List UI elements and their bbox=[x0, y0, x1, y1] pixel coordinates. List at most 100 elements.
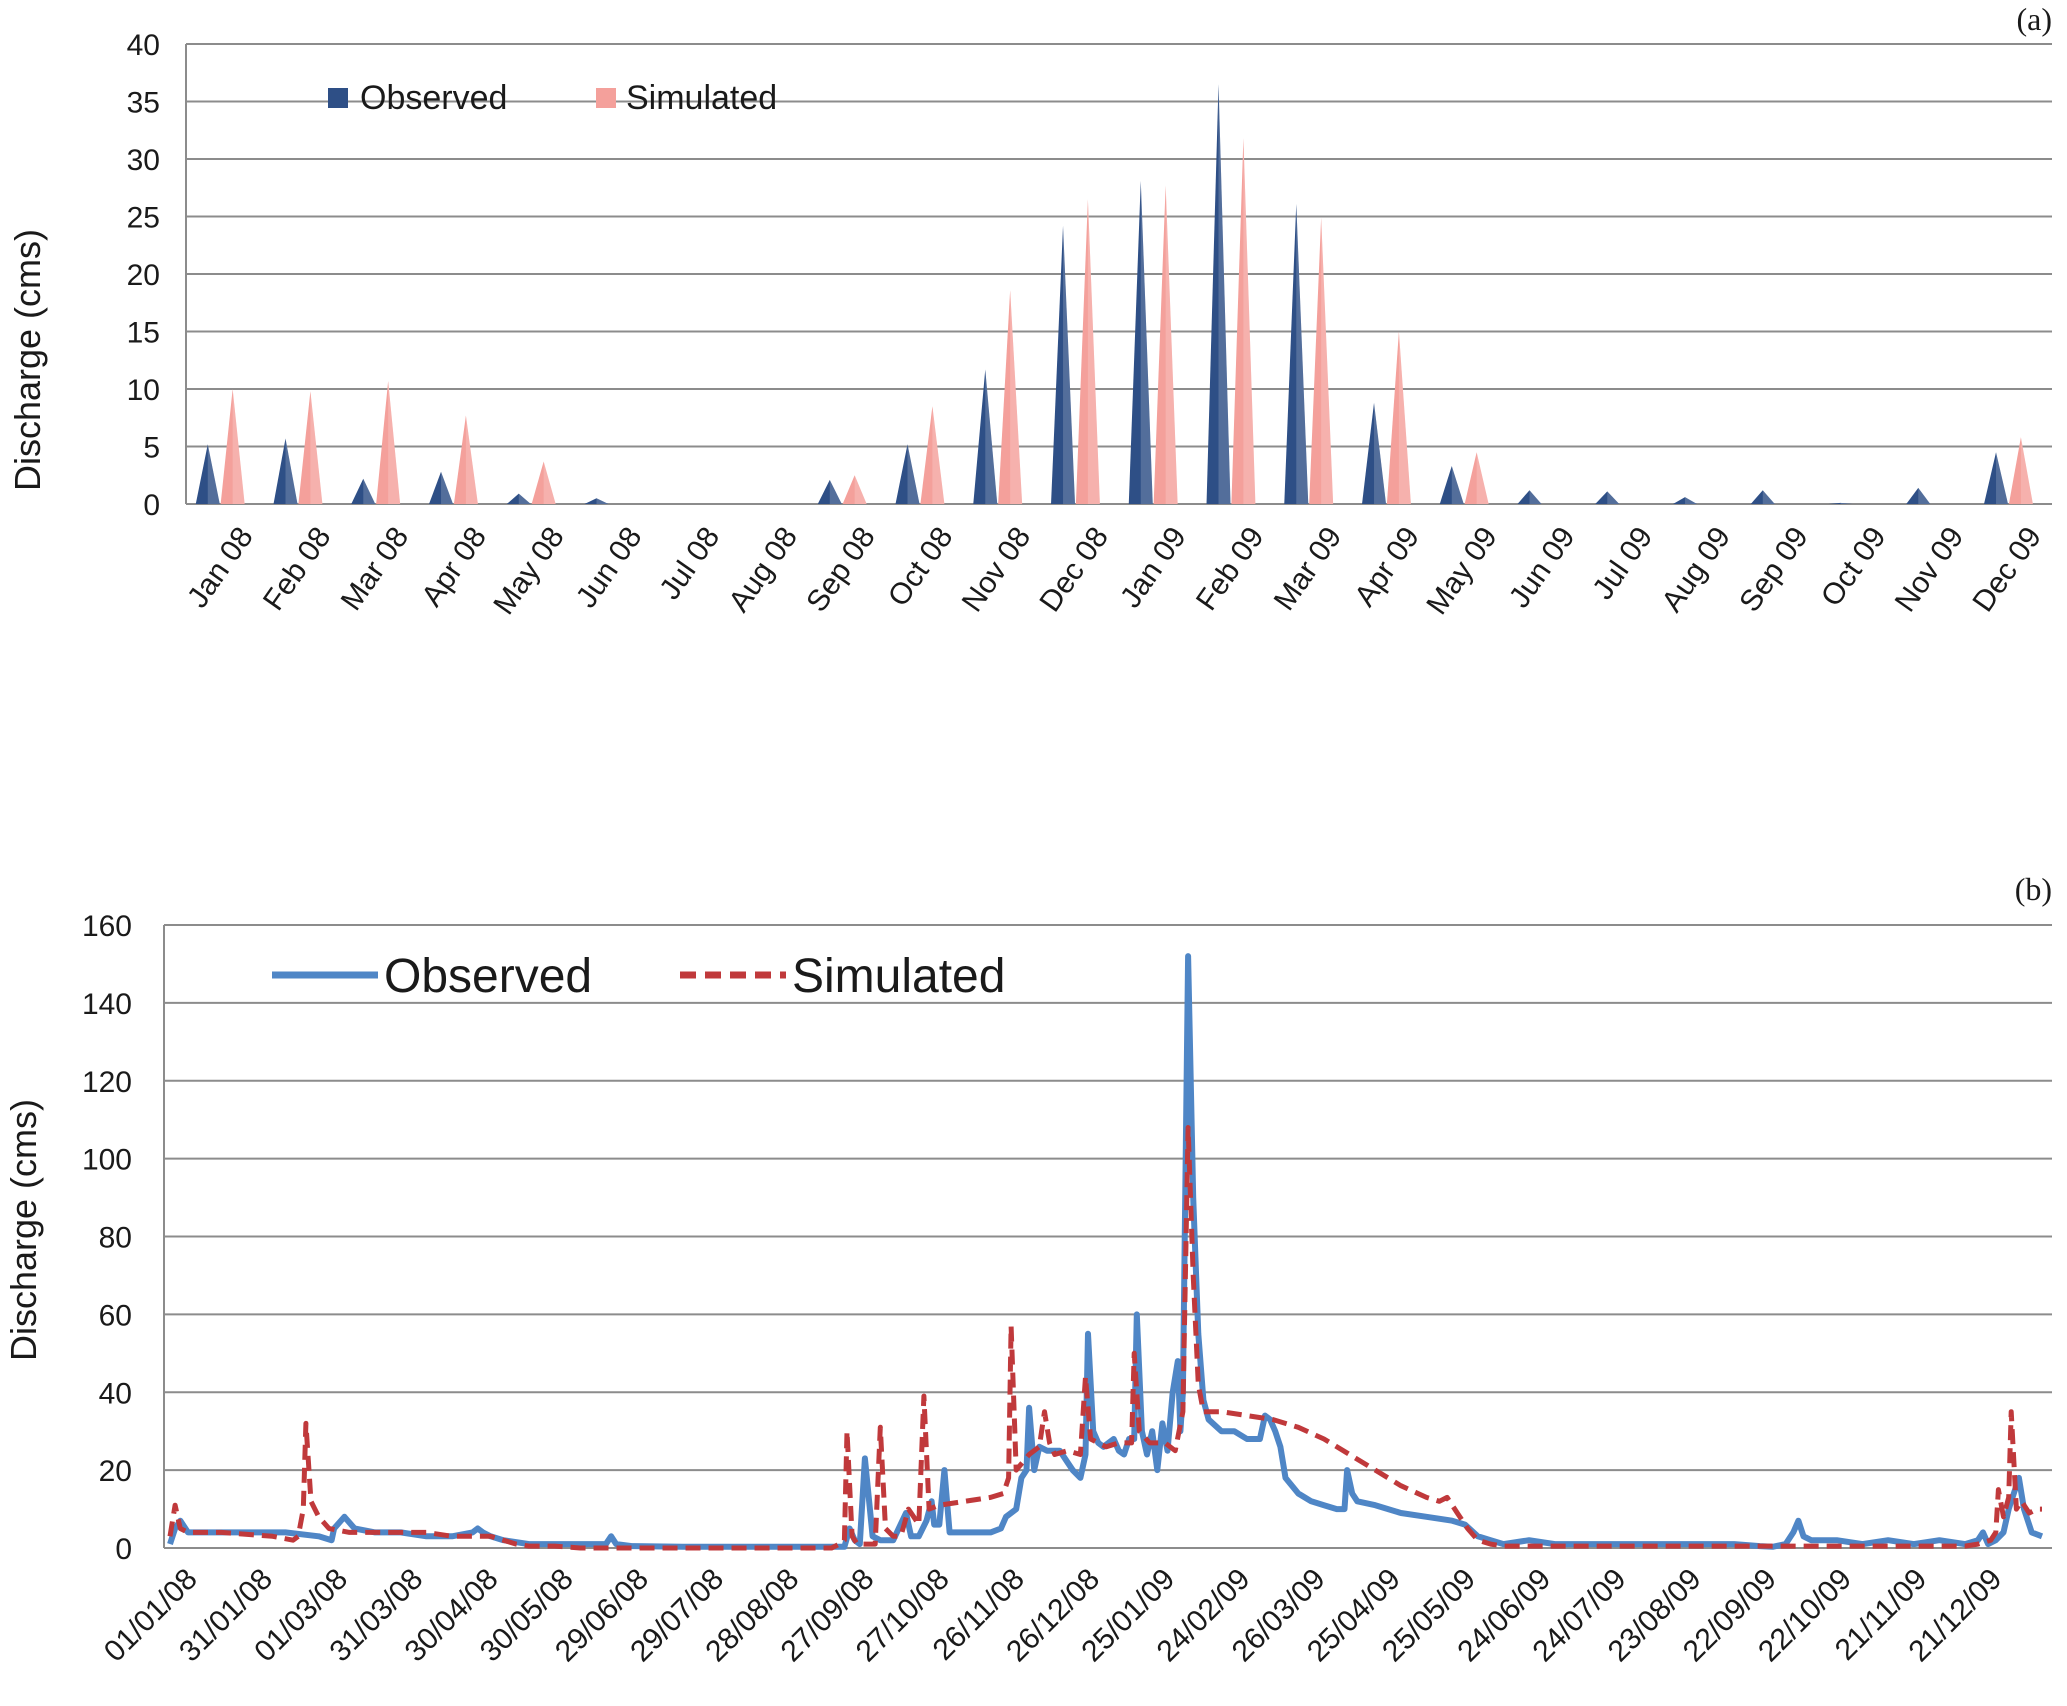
panel-a-x-tick: Nov 09 bbox=[1889, 521, 1971, 618]
panel-a-x-tick: Oct 08 bbox=[882, 521, 960, 612]
panel-b-y-tick: 40 bbox=[99, 1377, 132, 1410]
panel-a-bar-highlight bbox=[1996, 452, 2009, 504]
panel-a-bar-highlight bbox=[1087, 199, 1100, 504]
panel-a-bar-highlight bbox=[232, 389, 245, 504]
panel-a-bar-highlight bbox=[1296, 203, 1309, 504]
panel-a-bar-simulated bbox=[1386, 331, 1411, 504]
panel-a-bar-highlight bbox=[1140, 180, 1153, 504]
panel-a-bar-highlight bbox=[441, 471, 454, 504]
panel-b-discharge-daily-chart: (b) 0 20 40 60 80 100 120 140 160 Discharge (cms… bbox=[3, 871, 2052, 1668]
panel-a-x-tick: Jun 09 bbox=[1503, 521, 1582, 614]
panel-a-y-tick: 15 bbox=[127, 317, 160, 350]
panel-a-bar-highlight bbox=[465, 415, 478, 504]
panel-a-bar-highlight bbox=[543, 461, 556, 504]
panel-a-y-tick: 35 bbox=[127, 87, 160, 120]
panel-a-bar-simulated bbox=[1231, 138, 1256, 505]
panel-a-x-tick: Apr 08 bbox=[415, 521, 493, 612]
panel-b-x-tick-labels: 01/01/0831/01/0801/03/0831/03/0830/04/08… bbox=[98, 1562, 2009, 1668]
panel-a-bar-highlight bbox=[1918, 487, 1931, 504]
panel-a-bar-highlight bbox=[310, 391, 323, 504]
panel-a-x-tick: Feb 08 bbox=[257, 521, 338, 616]
panel-a-bar-highlight bbox=[1840, 502, 1853, 504]
panel-a-x-tick: Apr 09 bbox=[1348, 521, 1426, 612]
panel-a-bar-highlight bbox=[1398, 331, 1411, 504]
panel-a-x-tick: Feb 09 bbox=[1190, 521, 1271, 616]
panel-a-bar-observed bbox=[1517, 490, 1542, 504]
panel-a-bar-observed bbox=[429, 471, 454, 504]
panel-a-gridlines bbox=[185, 43, 2052, 505]
panel-a-bar-observed bbox=[1750, 490, 1775, 504]
panel-a-bar-simulated bbox=[453, 415, 478, 504]
panel-b-y-tick: 0 bbox=[115, 1533, 132, 1566]
panel-a-bar-highlight bbox=[1685, 497, 1698, 504]
panel-a-bar-highlight bbox=[829, 479, 842, 504]
panel-a-bar-highlight bbox=[1476, 452, 1489, 504]
panel-a-bar-simulated bbox=[220, 389, 245, 504]
panel-a-x-tick: Jun 08 bbox=[570, 521, 649, 614]
panel-a-bar-observed bbox=[584, 498, 609, 504]
panel-b-y-tick: 140 bbox=[82, 988, 132, 1021]
panel-b-y-tick: 100 bbox=[82, 1144, 132, 1177]
panel-a-y-axis-title: Discharge (cms) bbox=[7, 229, 48, 491]
legend-observed-swatch bbox=[328, 88, 348, 108]
panel-a-x-tick: Jul 08 bbox=[653, 521, 726, 606]
panel-a-label: (a) bbox=[2016, 1, 2052, 37]
panel-a-bar-simulated bbox=[842, 475, 867, 504]
panel-a-y-tick-labels: 0 5 10 15 20 25 30 35 40 bbox=[127, 29, 160, 522]
legend-b-simulated-label: Simulated bbox=[792, 950, 1005, 1003]
panel-a-bar-highlight bbox=[1165, 185, 1178, 504]
panel-a-bar-simulated bbox=[376, 380, 401, 504]
panel-a-bar-simulated bbox=[298, 391, 323, 504]
panel-a-x-tick: Nov 08 bbox=[956, 521, 1038, 618]
panel-a-bar-highlight bbox=[1529, 490, 1542, 504]
panel-a-bar-highlight bbox=[207, 444, 220, 504]
panel-a-bar-highlight bbox=[985, 369, 998, 504]
panel-a-bar-highlight bbox=[907, 444, 920, 504]
panel-a-bar-highlight bbox=[285, 438, 298, 504]
panel-b-y-tick: 20 bbox=[99, 1455, 132, 1488]
panel-a-x-tick: May 08 bbox=[487, 521, 570, 621]
panel-a-bar-observed bbox=[195, 444, 220, 504]
panel-a-y-tick: 20 bbox=[127, 259, 160, 292]
panel-a-bar-observed bbox=[973, 369, 998, 504]
panel-a-bar-observed bbox=[1828, 502, 1853, 504]
panel-a-x-tick: Aug 09 bbox=[1655, 521, 1737, 618]
panel-a-bar-highlight bbox=[363, 478, 376, 504]
panel-a-bar-simulated bbox=[1153, 185, 1178, 504]
panel-b-y-tick-labels: 0 20 40 60 80 100 120 140 160 bbox=[82, 910, 132, 1566]
panel-a-bar-simulated bbox=[1309, 217, 1334, 504]
panel-a-bar-highlight bbox=[596, 498, 609, 504]
panel-a-bar-observed bbox=[1284, 203, 1309, 504]
panel-a-discharge-monthly-chart: (a) 0 5 10 15 20 25 30 35 40 Discharge (cms) Jan… bbox=[7, 1, 2052, 621]
panel-a-bar-observed bbox=[1206, 84, 1231, 504]
panel-a-x-tick: Mar 09 bbox=[1268, 521, 1349, 616]
panel-a-bar-observed bbox=[1673, 497, 1698, 504]
panel-a-bar-highlight bbox=[932, 406, 945, 504]
panel-a-y-tick: 0 bbox=[143, 489, 160, 522]
panel-a-bar-simulated bbox=[1464, 452, 1489, 504]
panel-a-x-tick: Sep 09 bbox=[1733, 521, 1815, 618]
panel-a-bar-highlight bbox=[1218, 84, 1231, 504]
panel-a-bar-observed bbox=[1439, 466, 1464, 504]
panel-a-bar-highlight bbox=[1607, 491, 1620, 504]
panel-a-bar-simulated bbox=[920, 406, 945, 504]
legend-b-observed-label: Observed bbox=[384, 950, 592, 1003]
panel-a-x-tick: Oct 09 bbox=[1815, 521, 1893, 612]
panel-b-y-tick: 120 bbox=[82, 1066, 132, 1099]
panel-a-y-tick: 10 bbox=[127, 374, 160, 407]
panel-a-bar-highlight bbox=[1063, 225, 1076, 504]
panel-a-x-tick: Dec 08 bbox=[1034, 521, 1116, 618]
panel-a-bar-observed bbox=[1906, 487, 1931, 504]
panel-a-x-tick: Mar 08 bbox=[335, 521, 416, 616]
panel-a-bar-simulated bbox=[531, 461, 556, 504]
panel-a-bar-observed bbox=[1051, 225, 1076, 504]
panel-a-bar-observed bbox=[351, 478, 376, 504]
panel-a-x-tick: Dec 09 bbox=[1967, 521, 2049, 618]
panel-a-x-tick: Jan 09 bbox=[1114, 521, 1193, 614]
legend-observed-label: Observed bbox=[360, 79, 507, 117]
panel-a-y-tick: 25 bbox=[127, 202, 160, 235]
panel-a-bar-highlight bbox=[388, 380, 401, 504]
panel-a-bar-simulated bbox=[998, 290, 1023, 504]
panel-a-bar-observed bbox=[273, 438, 298, 504]
